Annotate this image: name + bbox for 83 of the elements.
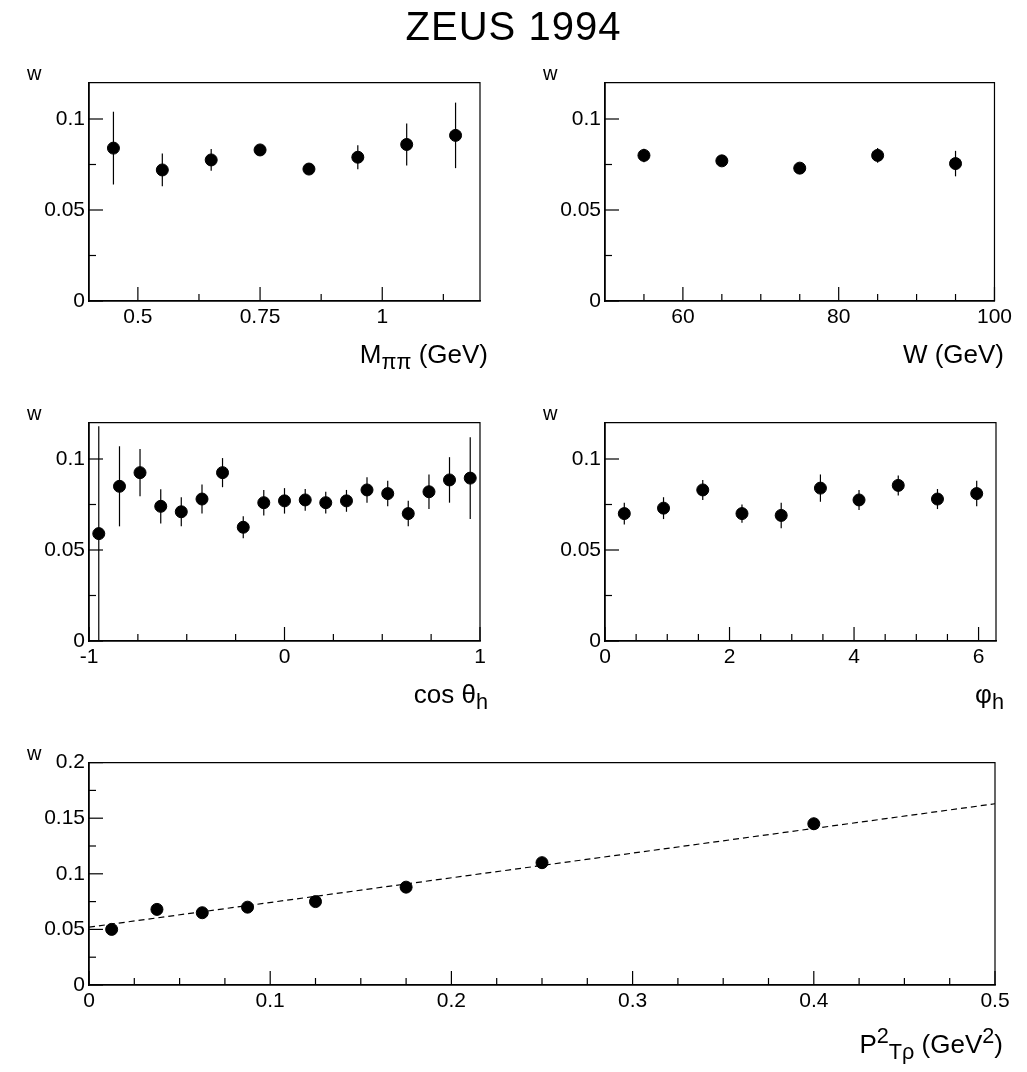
point [399,880,413,894]
y-axis-title: w [27,62,42,85]
point [381,487,395,501]
point [970,487,984,501]
x-tick-label: 2 [723,644,736,668]
point [309,895,322,909]
point [253,143,267,157]
y-tick-label: 0.15 [44,805,85,828]
point [106,141,120,155]
point [204,153,218,167]
point [807,817,821,831]
x-tick-label: 1 [474,644,486,668]
x-tick-label: 0.2 [436,988,466,1012]
point [174,505,188,519]
point [930,492,944,506]
point [236,520,250,534]
y-tick-label: 0.1 [571,445,601,469]
x-tick-label: 6 [972,644,985,668]
y-axis-title: w [27,742,42,765]
y-tick-label: 0.1 [55,105,85,129]
point [351,150,365,164]
y-tick-label: 0.1 [55,860,85,884]
y-tick-label: 0 [589,287,601,311]
x-tick-label: 1 [376,304,389,328]
y-tick-label: 0 [73,287,85,311]
y-tick-label: 0.1 [571,105,601,129]
x-tick-label: 60 [671,304,695,328]
point [696,483,710,497]
point [278,494,291,508]
point [257,496,271,510]
point [339,494,353,508]
point [113,479,126,493]
y-tick-label: 0.05 [44,196,85,220]
y-tick-label: 0.2 [55,749,85,773]
y-tick-label: 0 [589,627,601,651]
x-tick-label: 0.5 [980,988,1010,1012]
x-axis-title: cos θ$_{h}$ [413,679,488,716]
point [92,527,106,541]
x-axis-title: φ$_{h}$ [975,679,1004,716]
point [155,163,169,177]
point [443,473,456,487]
point [319,496,333,510]
point [302,162,316,176]
point [241,900,255,914]
y-tick-label: 0 [73,971,85,995]
point [401,507,415,521]
point [891,478,905,492]
y-axis-title: w [543,62,558,85]
point [400,137,414,151]
x-tick-label: 0.1 [255,988,285,1012]
point [195,906,209,920]
x-tick-label: 0 [278,644,291,668]
x-tick-label: 4 [848,644,861,668]
y-tick-label: 0.05 [44,916,85,940]
chart-title: ZEUS 1994 [404,4,623,49]
point [150,902,164,916]
point [657,501,671,515]
x-axis-title: M$_{ππ}$ (GeV) [359,339,488,376]
y-tick-label: 0.05 [560,196,601,220]
y-axis-title: w [27,402,42,425]
y-tick-label: 0 [73,627,85,651]
point [154,499,168,513]
x-tick-label: 100 [976,304,1012,328]
point [298,493,312,507]
point [463,471,477,485]
point [216,466,230,480]
point [774,508,788,522]
x-axis-title: P$^{2}$$_{Tρ}$ (GeV$^{2}$) [859,1023,1003,1065]
point [617,507,631,521]
x-tick-label: 0.5 [123,304,153,328]
x-tick-label: 0.75 [239,304,281,328]
y-tick-label: 0.05 [44,536,85,560]
point [813,481,827,495]
x-tick-label: 80 [827,304,851,328]
point [535,856,549,870]
y-axis-title: w [543,402,558,425]
y-tick-label: 0.1 [55,445,85,469]
x-axis-title: W (GeV) [902,339,1004,370]
point [105,922,119,936]
y-tick-label: 0.05 [560,536,601,560]
x-tick-label: 0.3 [618,988,648,1012]
point [449,128,463,142]
x-tick-label: 0.4 [799,988,829,1012]
